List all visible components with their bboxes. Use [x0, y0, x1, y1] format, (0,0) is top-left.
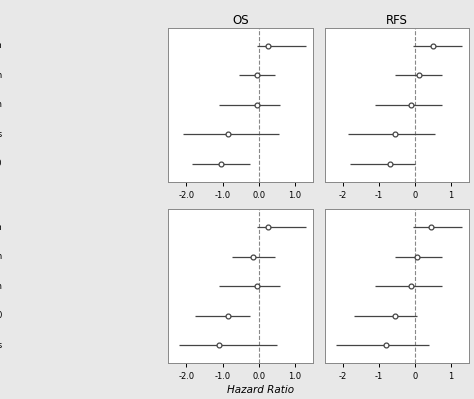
Text: Hazard Ratio: Hazard Ratio [227, 385, 294, 395]
Title: RFS: RFS [386, 14, 408, 27]
Title: OS: OS [232, 14, 249, 27]
